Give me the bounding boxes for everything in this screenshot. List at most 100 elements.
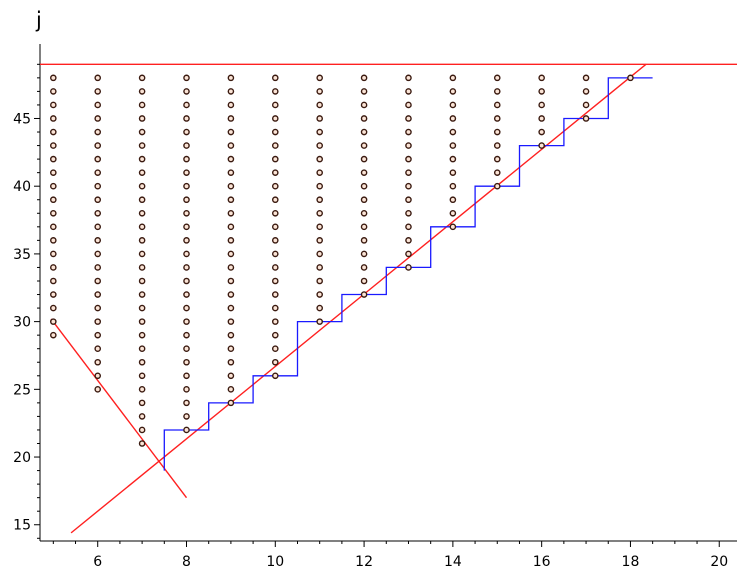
data-point xyxy=(449,169,457,176)
data-point xyxy=(271,169,279,176)
y-tick-label: 25 xyxy=(13,382,31,398)
data-point xyxy=(94,291,102,298)
x-tick-label: 14 xyxy=(444,554,462,570)
y-tick-label: 15 xyxy=(13,518,31,534)
data-point xyxy=(316,128,323,136)
data-point xyxy=(94,358,102,366)
data-point xyxy=(538,74,545,82)
data-point xyxy=(138,440,146,447)
data-point xyxy=(183,399,190,407)
data-point xyxy=(138,128,146,136)
step-line xyxy=(163,77,653,471)
data-point xyxy=(183,74,190,82)
data-point xyxy=(449,74,457,82)
data-point xyxy=(227,237,235,244)
data-point xyxy=(50,128,57,136)
data-point xyxy=(271,291,279,298)
data-point xyxy=(138,169,146,176)
bound-line-2 xyxy=(70,63,647,534)
data-point xyxy=(271,88,279,95)
data-point xyxy=(405,182,412,190)
data-point xyxy=(50,101,57,109)
data-point xyxy=(50,88,57,95)
x-tick-label: 10 xyxy=(266,554,284,570)
data-point xyxy=(94,182,102,190)
data-point xyxy=(360,264,368,271)
data-point xyxy=(50,331,57,339)
data-point xyxy=(316,291,323,298)
data-point xyxy=(183,277,190,285)
data-point xyxy=(227,386,235,393)
data-point xyxy=(582,115,590,122)
data-point xyxy=(50,142,57,149)
data-point xyxy=(271,372,279,380)
data-point xyxy=(316,115,323,122)
data-point xyxy=(183,345,190,353)
data-point xyxy=(449,142,457,149)
data-point xyxy=(227,101,235,109)
data-point xyxy=(138,399,146,407)
data-point xyxy=(316,250,323,258)
data-point xyxy=(405,196,412,204)
data-point xyxy=(183,196,190,204)
data-point xyxy=(138,196,146,204)
data-point xyxy=(271,182,279,190)
x-tick-label: 18 xyxy=(622,554,640,570)
data-point xyxy=(138,372,146,380)
data-point xyxy=(50,155,57,163)
data-point xyxy=(493,182,501,190)
data-point xyxy=(271,209,279,217)
data-point xyxy=(449,223,457,231)
data-point xyxy=(538,142,545,149)
data-point xyxy=(316,237,323,244)
data-point xyxy=(138,358,146,366)
data-point xyxy=(183,169,190,176)
data-point xyxy=(94,142,102,149)
data-point xyxy=(316,101,323,109)
data-point xyxy=(227,196,235,204)
data-point xyxy=(138,115,146,122)
data-point xyxy=(183,318,190,325)
data-point xyxy=(316,223,323,231)
data-point xyxy=(227,88,235,95)
data-point xyxy=(94,74,102,82)
data-point xyxy=(138,223,146,231)
y-tick-label: 45 xyxy=(13,111,31,127)
data-point xyxy=(449,182,457,190)
data-point xyxy=(138,101,146,109)
data-point xyxy=(493,115,501,122)
data-point xyxy=(227,128,235,136)
data-point xyxy=(183,331,190,339)
data-point xyxy=(50,264,57,271)
data-point xyxy=(360,88,368,95)
data-point xyxy=(227,399,235,407)
data-point xyxy=(227,264,235,271)
data-point xyxy=(94,304,102,312)
data-point xyxy=(316,182,323,190)
data-point xyxy=(405,169,412,176)
data-point xyxy=(316,74,323,82)
data-point xyxy=(183,155,190,163)
data-point xyxy=(138,209,146,217)
data-point xyxy=(94,264,102,271)
data-point xyxy=(449,155,457,163)
x-tick-label: 16 xyxy=(533,554,551,570)
data-point xyxy=(316,318,323,325)
data-point xyxy=(94,155,102,163)
data-point xyxy=(138,331,146,339)
data-point xyxy=(94,277,102,285)
data-point xyxy=(138,88,146,95)
data-point xyxy=(493,169,501,176)
data-point xyxy=(183,182,190,190)
data-point xyxy=(227,155,235,163)
data-point xyxy=(627,74,634,82)
data-point xyxy=(94,223,102,231)
data-point xyxy=(138,155,146,163)
data-point xyxy=(405,101,412,109)
data-point xyxy=(50,304,57,312)
data-point xyxy=(138,345,146,353)
data-point xyxy=(227,74,235,82)
data-point xyxy=(94,386,102,393)
data-point xyxy=(227,142,235,149)
